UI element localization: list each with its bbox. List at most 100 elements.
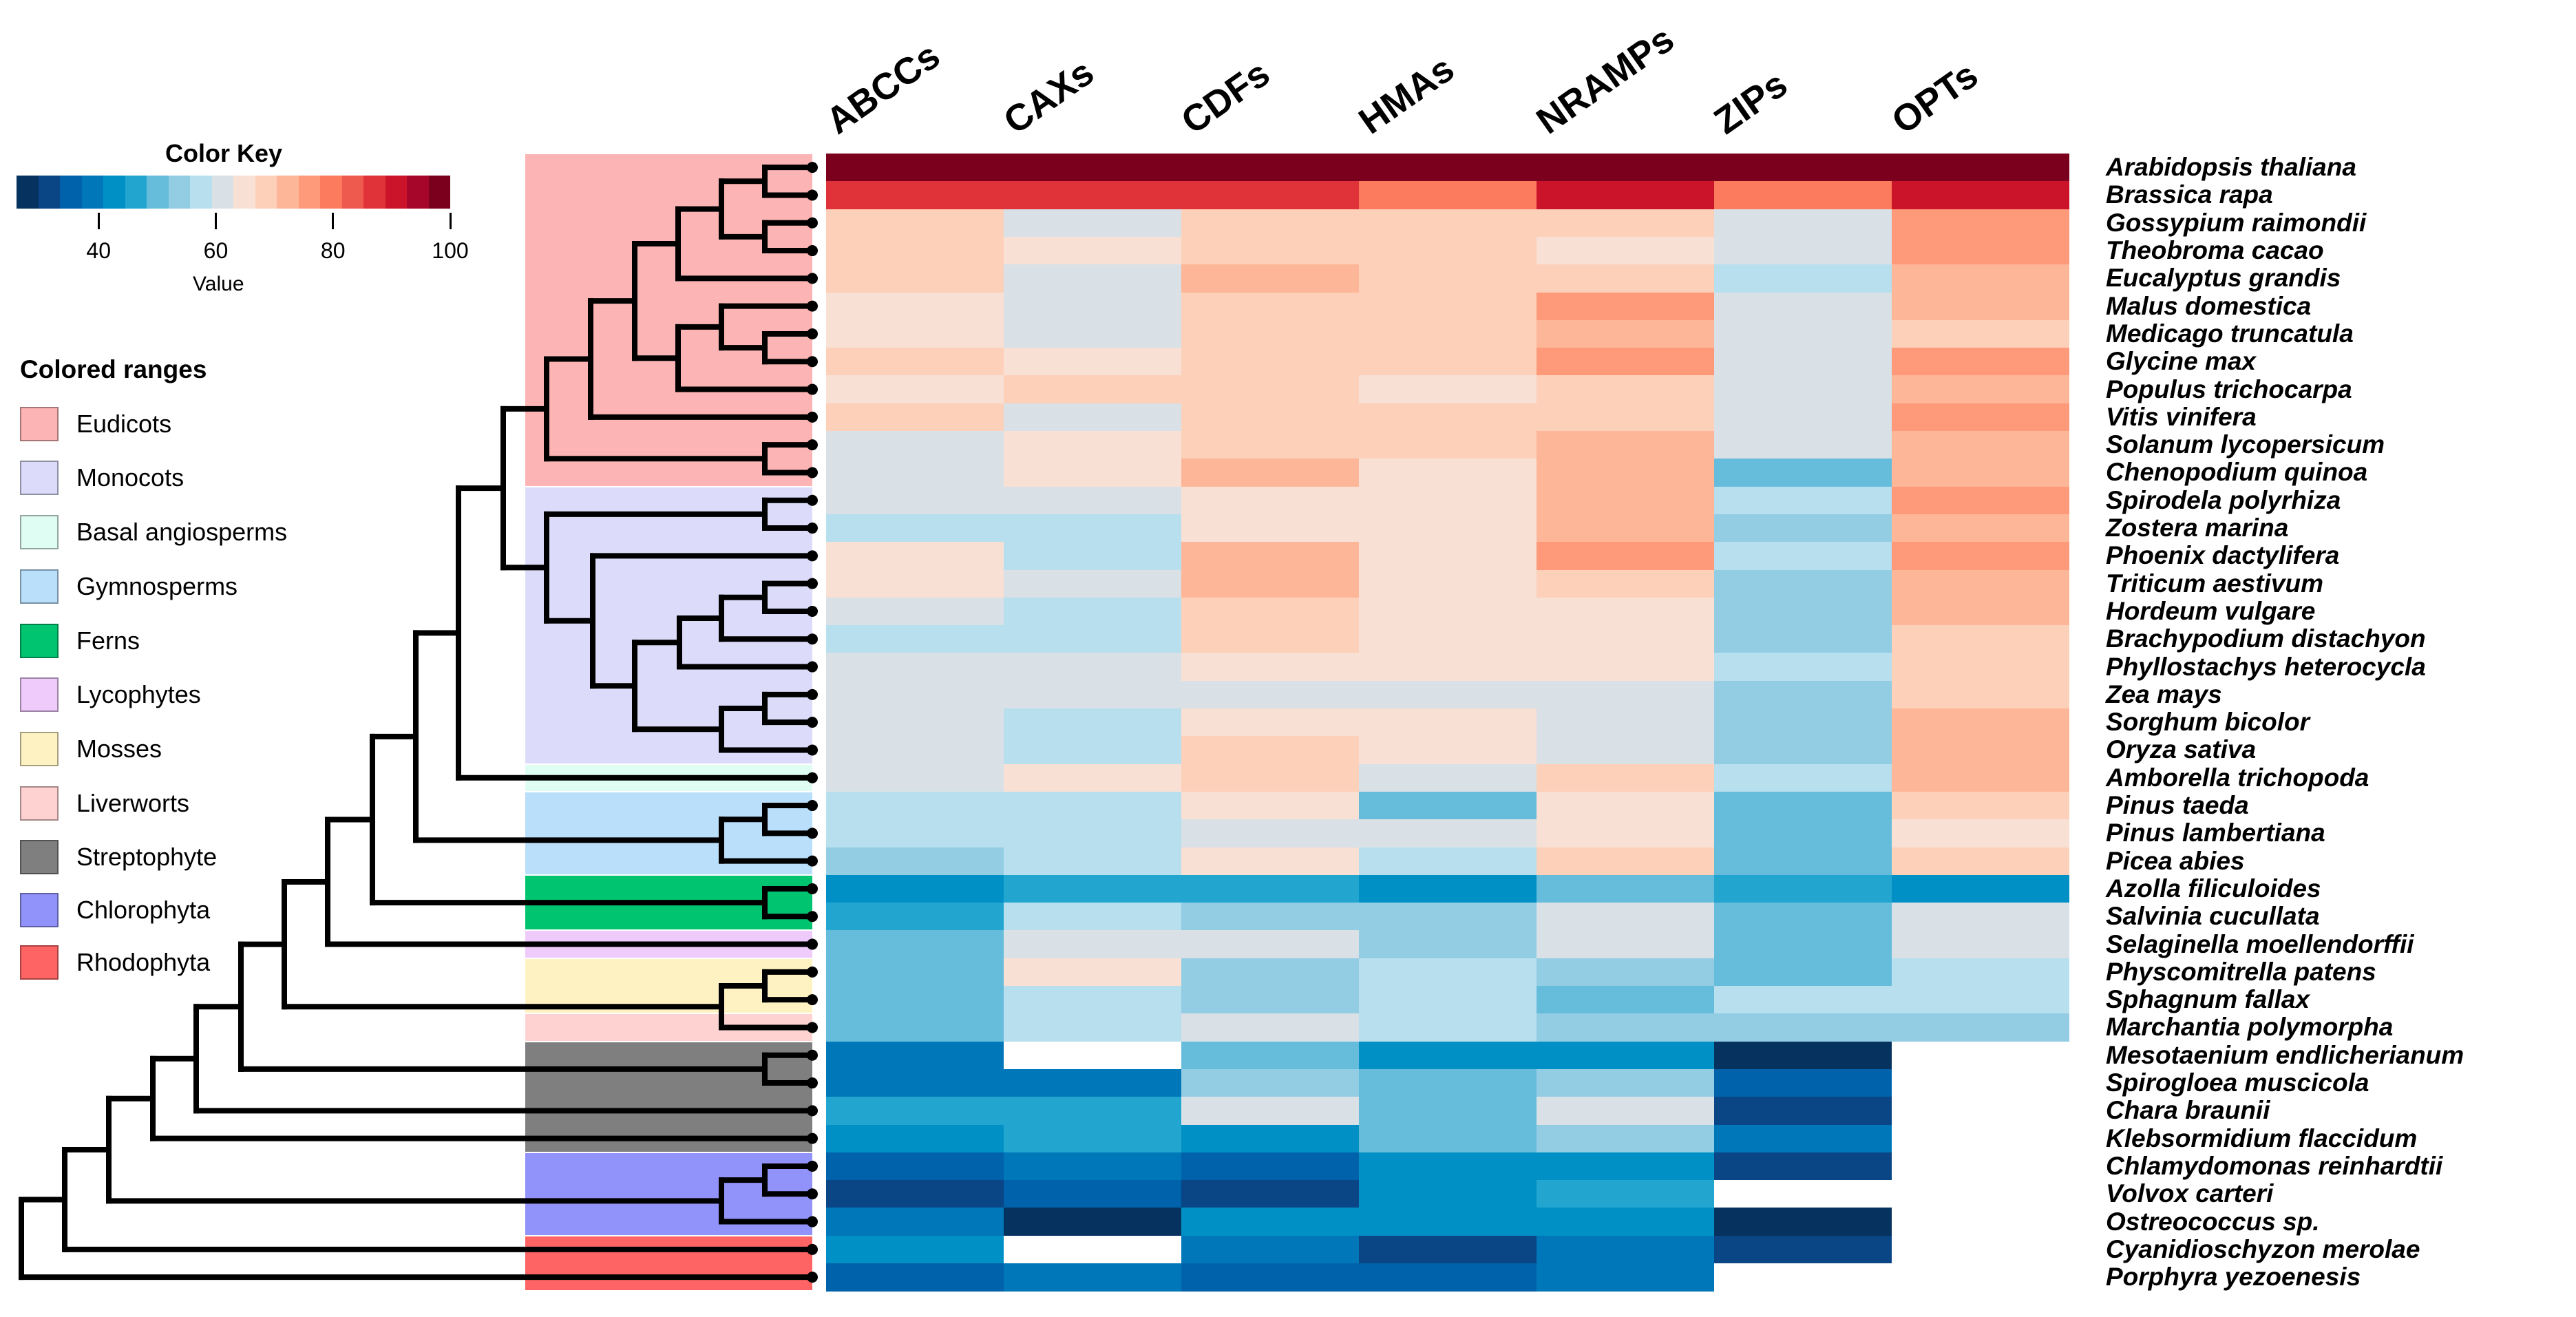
heatmap-cell — [1537, 1041, 1714, 1070]
heatmap-cell — [1714, 1208, 1892, 1236]
heatmap-cell — [1359, 264, 1537, 293]
tree-tip — [807, 1049, 818, 1061]
species-label: Populus trichocarpa — [2106, 375, 2352, 403]
legend-item-eudicots: Eudicots — [20, 405, 171, 443]
heatmap-cell — [826, 736, 1004, 765]
color-key-title: Color Key — [165, 139, 283, 167]
tree-tip — [807, 1216, 818, 1228]
heatmap-cell — [1714, 569, 1892, 598]
heatmap-cell — [1181, 847, 1359, 876]
legend-swatch — [20, 407, 59, 441]
heatmap-cell — [1359, 431, 1537, 459]
tree-tip — [807, 938, 818, 950]
heatmap-cell — [1181, 1068, 1359, 1097]
heatmap-cell — [1004, 708, 1181, 737]
heatmap-cell — [1004, 653, 1181, 682]
heatmap-cell — [1714, 486, 1892, 515]
heatmap-cell — [826, 403, 1004, 432]
heatmap-cell — [1892, 431, 2069, 459]
heatmap-cell — [1714, 625, 1892, 653]
heatmap-cell — [1714, 1068, 1892, 1097]
heatmap-cell — [826, 181, 1004, 210]
heatmap-cell — [826, 708, 1004, 737]
heatmap-cell — [1359, 1124, 1537, 1153]
heatmap-cell — [826, 486, 1004, 515]
heatmap-cell — [1181, 1235, 1359, 1264]
heatmap-cell — [826, 542, 1004, 571]
species-label: Chara braunii — [2106, 1096, 2270, 1125]
heatmap-cell — [1537, 1068, 1714, 1097]
heatmap-cell — [1004, 819, 1181, 848]
heatmap-cell — [1004, 319, 1181, 348]
heatmap-cell — [826, 292, 1004, 321]
heatmap-cell — [1892, 375, 2069, 404]
heatmap-cell — [1004, 1208, 1181, 1236]
heatmap-cell — [1004, 264, 1181, 293]
species-label: Sorghum bicolor — [2106, 708, 2310, 737]
legend-label: Basal angiosperms — [76, 518, 288, 546]
heatmap-cell — [1714, 514, 1892, 542]
tree-tip — [807, 661, 818, 673]
heatmap-cell — [826, 958, 1004, 987]
heatmap-cell — [1359, 375, 1537, 404]
species-label: Selaginella moellendorffii — [2106, 929, 2414, 958]
species-label: Theobroma cacao — [2106, 236, 2324, 265]
heatmap-cell — [1892, 958, 2069, 987]
heatmap-cell — [1714, 264, 1892, 293]
color-key-tick-label: 100 — [432, 238, 469, 263]
heatmap-cell — [1004, 1263, 1181, 1292]
heatmap-cell — [826, 1180, 1004, 1208]
heatmap-cell — [1004, 680, 1181, 709]
heatmap-cell — [1892, 930, 2069, 959]
color-key-swatch — [17, 176, 39, 209]
heatmap-cell — [826, 569, 1004, 598]
heatmap-cell — [1892, 459, 2069, 487]
group-band-eudicots — [525, 154, 812, 486]
heatmap-cell — [1714, 1152, 1892, 1181]
heatmap-cell — [826, 625, 1004, 653]
heatmap-cell — [1892, 1013, 2069, 1042]
heatmap-cell — [1004, 486, 1181, 515]
heatmap-cell — [1892, 625, 2069, 653]
heatmap-cell — [1892, 181, 2069, 210]
color-key-swatch — [277, 176, 299, 209]
heatmap-cell — [1181, 1124, 1359, 1153]
heatmap-cell — [1537, 154, 1714, 182]
color-key-swatch — [233, 176, 255, 209]
color-key-tick-label: 40 — [86, 238, 111, 263]
heatmap-cell — [1359, 847, 1537, 876]
tree-tip — [807, 1077, 818, 1089]
heatmap-cell — [1181, 791, 1359, 820]
heatmap-cell — [1181, 459, 1359, 487]
heatmap-cell — [1714, 375, 1892, 404]
species-label: Cyanidioschyzon merolae — [2106, 1234, 2420, 1263]
heatmap-cell — [1892, 1097, 2069, 1126]
heatmap-cell — [1714, 736, 1892, 765]
heatmap-cell — [1892, 514, 2069, 542]
heatmap-cell — [826, 431, 1004, 459]
heatmap-cell — [1714, 930, 1892, 959]
heatmap-cell — [1714, 319, 1892, 348]
tree-tip — [807, 1272, 818, 1283]
heatmap-cell — [1892, 653, 2069, 682]
heatmap-cell — [1359, 209, 1537, 238]
tree-tip — [807, 439, 818, 451]
heatmap-cell — [1181, 1263, 1359, 1292]
heatmap-cell — [1004, 236, 1181, 265]
species-label: Azolla filiculoides — [2106, 874, 2321, 903]
heatmap-cell — [826, 348, 1004, 376]
legend-swatch — [20, 732, 59, 766]
heatmap-cell — [1537, 930, 1714, 959]
heatmap-cell — [1892, 569, 2069, 598]
heatmap-cell — [826, 930, 1004, 959]
heatmap-cell — [1892, 1124, 2069, 1153]
heatmap-cell — [826, 653, 1004, 682]
heatmap-cell — [1714, 348, 1892, 376]
species-label: Zostera marina — [2106, 514, 2289, 542]
color-key-axis-label: Value — [193, 273, 244, 295]
heatmap-cell — [1892, 486, 2069, 515]
heatmap-cell — [1004, 791, 1181, 820]
legend-item-monocots: Monocots — [20, 459, 184, 496]
heatmap-cell — [1004, 1068, 1181, 1097]
